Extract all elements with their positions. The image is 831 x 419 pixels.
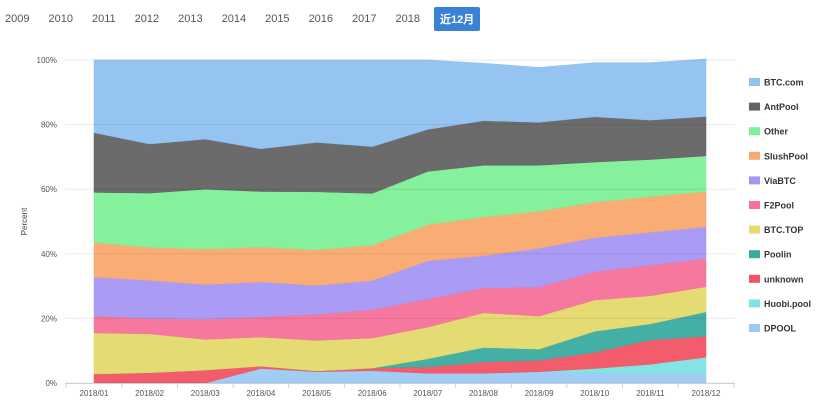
x-tick-label: 2018/12 [692,389,721,398]
x-tick-label: 2018/09 [525,389,554,398]
x-tick-label: 2018/07 [413,389,442,398]
legend-label: ViaBTC [764,176,796,186]
legend-label: AntPool [764,102,799,112]
legend-label: DPOOL [764,324,797,334]
legend-swatch [749,299,760,307]
legend-swatch [749,275,760,283]
legend-swatch [749,324,760,332]
legend-swatch [749,152,760,160]
legend-swatch [749,176,760,184]
legend-swatch [749,250,760,258]
legend-swatch [749,127,760,135]
legend-swatch [749,201,760,209]
x-tick-label: 2018/03 [191,389,220,398]
legend-label: SlushPool [764,151,808,161]
legend-swatch [749,103,760,111]
legend-label: BTC.TOP [764,225,803,235]
legend-label: Huobi.pool [764,299,811,309]
x-tick-label: 2018/08 [469,389,498,398]
x-tick-label: 2018/04 [246,389,275,398]
legend-label: unknown [764,274,804,284]
y-tick-label: 80% [41,121,57,130]
x-tick-label: 2018/10 [580,389,609,398]
y-tick-label: 20% [41,314,57,323]
legend-label: Poolin [764,250,792,260]
y-tick-label: 100% [37,56,57,65]
x-tick-label: 2018/01 [80,389,109,398]
y-tick-label: 40% [41,250,57,259]
legend-label: F2Pool [764,201,794,211]
y-axis-label: Percent [20,207,29,235]
legend-swatch [749,78,760,86]
legend-label: Other [764,127,789,137]
legend-swatch [749,226,760,234]
x-tick-label: 2018/05 [302,389,331,398]
stacked-area-chart: 0% 20% 40% 60% 80% 100% 2018/01 2018/02 2018/03 2… [0,0,831,419]
x-tick-label: 2018/06 [358,389,387,398]
x-tick-label: 2018/02 [135,389,164,398]
x-tick-label: 2018/11 [636,389,665,398]
y-tick-label: 0% [45,379,57,388]
y-tick-label: 60% [41,185,57,194]
legend-label: BTC.com [764,78,804,88]
